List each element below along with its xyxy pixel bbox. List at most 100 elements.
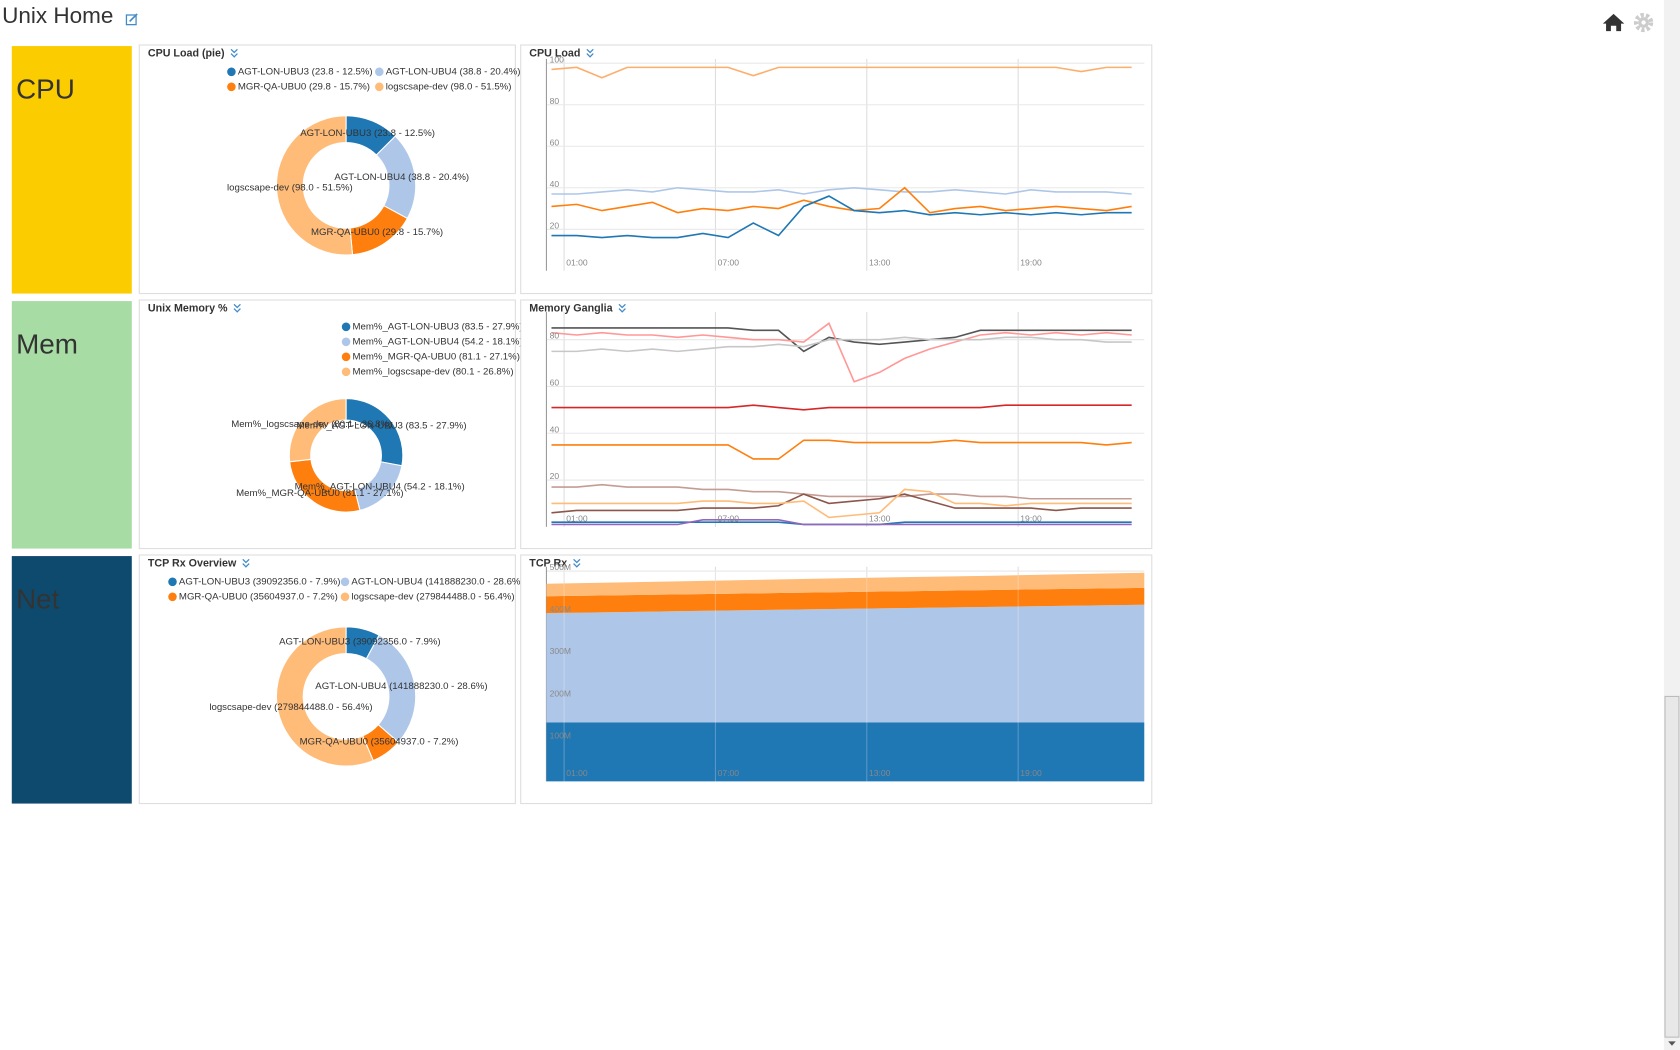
series-area <box>546 587 1145 614</box>
panel-title: CPU Load (pie) <box>148 47 225 59</box>
series-area <box>546 572 1145 597</box>
y-tick-label: 20 <box>550 220 560 230</box>
slice-label: AGT-LON-UBU3 (39092356.0 - 7.9%) <box>279 636 441 647</box>
donut-slice <box>288 398 347 463</box>
slice-label: AGT-LON-UBU4 (141888230.0 - 28.6%) <box>315 681 487 692</box>
y-tick-label: 500M <box>550 562 571 572</box>
y-tick-label: 80 <box>550 96 560 106</box>
panel-title: TCP Rx Overview <box>148 557 237 569</box>
slice-label: logscsape-dev (279844488.0 - 56.4%) <box>209 702 372 713</box>
legend-swatch[interactable] <box>340 577 350 587</box>
series-line <box>551 186 1132 214</box>
y-tick-label: 400M <box>550 604 571 614</box>
legend-swatch[interactable] <box>227 82 236 92</box>
slice-label: AGT-LON-UBU4 (38.8 - 20.4%) <box>334 172 469 183</box>
legend-swatch[interactable] <box>375 67 384 77</box>
tile[interactable] <box>11 46 132 294</box>
slice-label: MGR-QA-UBU0 (29.8 - 15.7%) <box>311 227 443 238</box>
legend-label[interactable]: logscsape-dev (279844488.0 - 56.4%) <box>351 591 514 602</box>
y-tick-label: 40 <box>550 179 560 189</box>
panel-title: TCP Rx <box>529 557 567 569</box>
legend-swatch[interactable] <box>341 352 351 362</box>
slice-label: Mem%_AGT-LON-UBU4 (54.2 - 18.1%) <box>295 481 465 492</box>
donut-slice <box>275 626 374 767</box>
legend-swatch[interactable] <box>375 82 384 92</box>
x-tick-label: 01:00 <box>566 768 588 778</box>
series-area <box>546 604 1145 723</box>
menu-chevron[interactable] <box>242 558 250 568</box>
panel-title: Memory Ganglia <box>529 302 613 314</box>
menu-chevron[interactable] <box>573 558 581 568</box>
tile[interactable] <box>11 301 132 549</box>
tile[interactable] <box>11 556 132 804</box>
panel-title: Unix Memory % <box>148 302 228 314</box>
legend-swatch[interactable] <box>341 337 351 347</box>
series-line <box>551 66 1132 79</box>
x-tick-label: 19:00 <box>1020 514 1042 524</box>
legend-label[interactable]: Mem%_AGT-LON-UBU4 (54.2 - 18.1%) <box>353 336 523 347</box>
x-tick-label: 13:00 <box>869 258 891 268</box>
legend-label[interactable]: AGT-LON-UBU3 (39092356.0 - 7.9%) <box>179 576 341 587</box>
settings-icon[interactable] <box>1633 12 1654 33</box>
page-title: Unix Home <box>2 3 113 28</box>
legend-swatch[interactable] <box>340 592 350 602</box>
series-line <box>551 488 1132 519</box>
panel <box>520 44 1153 295</box>
panel-title: CPU Load <box>529 47 580 59</box>
x-tick-label: 01:00 <box>566 514 588 524</box>
y-tick-label: 80 <box>550 331 560 341</box>
tile-label: Net <box>16 583 60 614</box>
slice-label: logscsape-dev (98.0 - 51.5%) <box>227 183 353 194</box>
tile-label: Mem <box>16 328 78 359</box>
series-line <box>551 493 1132 514</box>
y-tick-label: 40 <box>550 424 560 434</box>
x-tick-label: 07:00 <box>718 768 740 778</box>
y-tick-label: 200M <box>550 688 571 698</box>
series-line <box>551 483 1132 500</box>
legend-swatch[interactable] <box>168 577 177 587</box>
legend-swatch[interactable] <box>341 322 351 332</box>
legend-label[interactable]: Mem%_MGR-QA-UBU0 (81.1 - 27.1%) <box>353 351 520 362</box>
y-tick-label: 60 <box>550 378 560 388</box>
menu-chevron[interactable] <box>618 303 626 313</box>
legend-label[interactable]: MGR-QA-UBU0 (29.8 - 15.7%) <box>238 81 370 92</box>
legend-label[interactable]: logscsape-dev (98.0 - 51.5%) <box>386 81 512 92</box>
series-line <box>551 336 1132 353</box>
menu-chevron[interactable] <box>230 48 238 58</box>
x-tick-label: 07:00 <box>718 258 740 268</box>
panel <box>520 299 1153 550</box>
legend-label[interactable]: AGT-LON-UBU3 (23.8 - 12.5%) <box>238 66 373 77</box>
scrollbar[interactable] <box>1663 0 1680 1050</box>
home-icon[interactable] <box>1602 13 1625 32</box>
edit-icon[interactable] <box>125 13 138 26</box>
legend-label[interactable]: MGR-QA-UBU0 (35604937.0 - 7.2%) <box>179 591 338 602</box>
series-area <box>546 722 1145 782</box>
menu-chevron[interactable] <box>586 48 594 58</box>
series-line <box>551 322 1132 383</box>
legend-swatch[interactable] <box>341 367 351 377</box>
x-tick-label: 19:00 <box>1020 768 1042 778</box>
slice-label: Mem%_MGR-QA-UBU0 (81.1 - 27.1%) <box>236 488 403 499</box>
y-tick-label: 60 <box>550 137 560 147</box>
x-tick-label: 07:00 <box>718 514 740 524</box>
x-tick-label: 13:00 <box>869 514 891 524</box>
legend-label[interactable]: Mem%_AGT-LON-UBU3 (83.5 - 27.9%) <box>353 321 523 332</box>
legend-swatch[interactable] <box>227 67 236 77</box>
legend-label[interactable]: AGT-LON-UBU4 (141888230.0 - 28.6%) <box>351 576 523 587</box>
x-tick-label: 01:00 <box>566 258 588 268</box>
menu-chevron[interactable] <box>233 303 241 313</box>
slice-label: Mem%_AGT-LON-UBU3 (83.5 - 27.9%) <box>296 420 466 431</box>
y-tick-label: 20 <box>550 471 560 481</box>
donut-slice <box>275 115 354 256</box>
legend-swatch[interactable] <box>168 592 177 602</box>
legend-label[interactable]: AGT-LON-UBU4 (38.8 - 20.4%) <box>386 66 521 77</box>
legend-label[interactable]: Mem%_logscsape-dev (80.1 - 26.8%) <box>353 366 514 377</box>
slice-label: AGT-LON-UBU3 (23.8 - 12.5%) <box>300 128 435 139</box>
y-tick-label: 100 <box>550 54 565 64</box>
y-tick-label: 300M <box>550 646 571 656</box>
series-line <box>551 195 1132 239</box>
x-tick-label: 13:00 <box>869 768 891 778</box>
tile-label: CPU <box>16 73 75 104</box>
